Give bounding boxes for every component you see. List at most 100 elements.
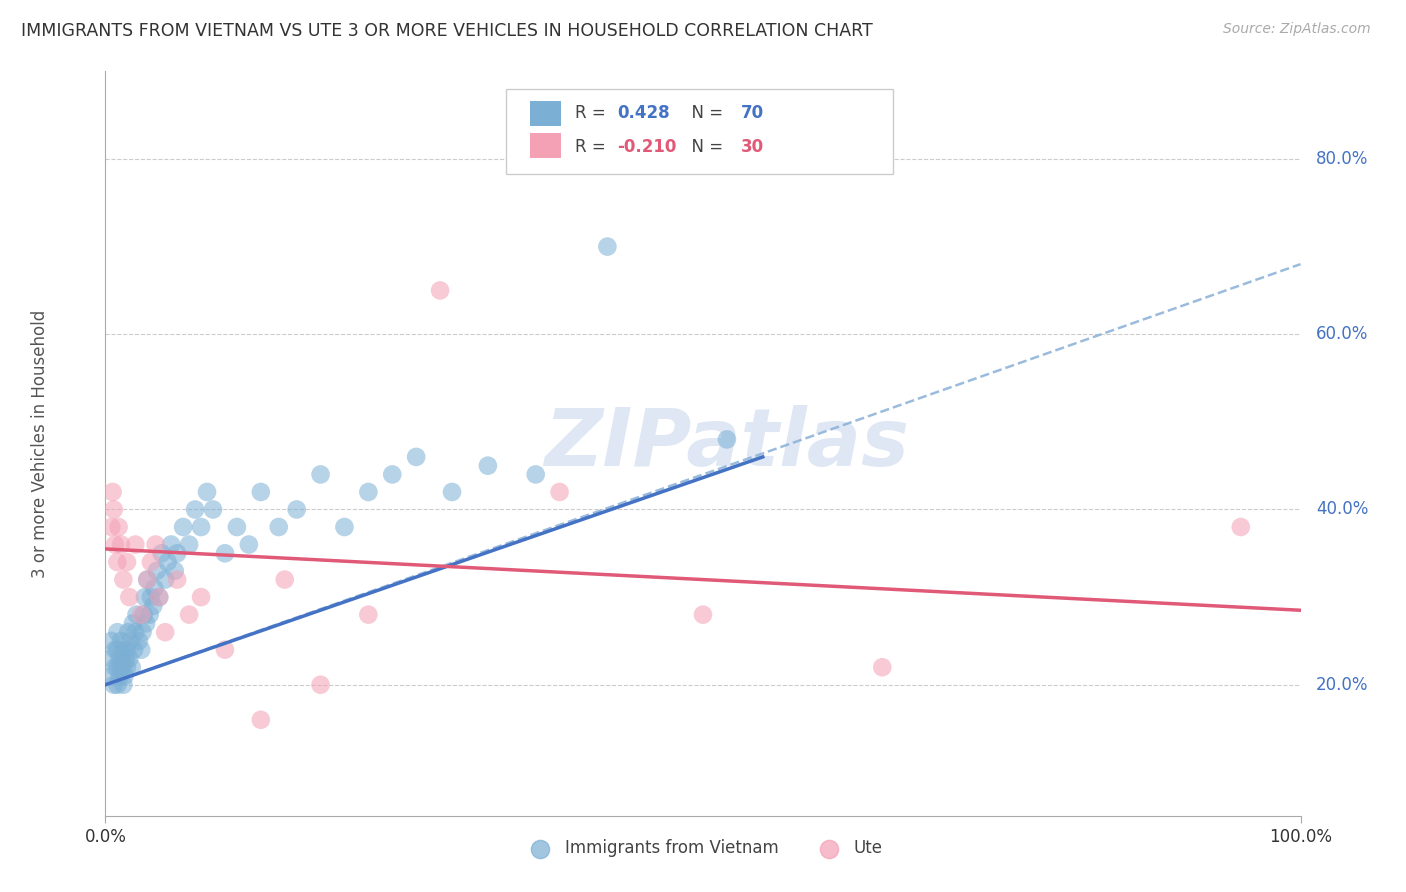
Point — [128, 634, 150, 648]
Point — [166, 546, 188, 560]
Point — [190, 520, 212, 534]
Point — [440, 485, 463, 500]
Point — [143, 582, 166, 596]
Point — [114, 669, 136, 683]
Point — [112, 660, 135, 674]
Point — [122, 642, 145, 657]
Point — [135, 616, 157, 631]
Legend: Immigrants from Vietnam, Ute: Immigrants from Vietnam, Ute — [516, 832, 890, 863]
Point — [405, 450, 427, 464]
Point — [138, 607, 160, 622]
Text: R =: R = — [575, 104, 612, 122]
Point — [225, 520, 249, 534]
Text: -0.210: -0.210 — [617, 138, 676, 156]
Point — [214, 642, 236, 657]
Point — [309, 467, 332, 482]
Text: N =: N = — [681, 104, 728, 122]
Point — [103, 678, 125, 692]
Point — [112, 678, 135, 692]
Point — [153, 625, 177, 640]
Point — [163, 564, 186, 578]
Point — [121, 660, 143, 674]
Point — [115, 555, 138, 569]
Point — [100, 634, 122, 648]
Text: Source: ZipAtlas.com: Source: ZipAtlas.com — [1223, 22, 1371, 37]
Point — [108, 669, 131, 683]
Point — [429, 284, 451, 298]
Point — [129, 607, 153, 622]
Text: IMMIGRANTS FROM VIETNAM VS UTE 3 OR MORE VEHICLES IN HOUSEHOLD CORRELATION CHART: IMMIGRANTS FROM VIETNAM VS UTE 3 OR MORE… — [21, 22, 873, 40]
Point — [129, 642, 153, 657]
Point — [115, 642, 138, 657]
Point — [1229, 520, 1251, 534]
Point — [153, 573, 177, 587]
Point — [524, 467, 547, 482]
Point — [872, 660, 894, 674]
Point — [145, 537, 167, 551]
Point — [177, 537, 201, 551]
Text: N =: N = — [681, 138, 728, 156]
Point — [190, 590, 212, 604]
Point — [108, 651, 131, 665]
Point — [139, 555, 162, 569]
Point — [100, 520, 122, 534]
Point — [104, 660, 127, 674]
Point — [381, 467, 404, 482]
Point — [118, 590, 141, 604]
Point — [166, 573, 188, 587]
Text: R =: R = — [575, 138, 612, 156]
Point — [357, 485, 380, 500]
Point — [136, 573, 159, 587]
Point — [267, 520, 290, 534]
Point — [195, 485, 218, 500]
Point — [107, 660, 129, 674]
Point — [120, 634, 142, 648]
Point — [160, 537, 183, 551]
Point — [184, 502, 207, 516]
Point — [131, 625, 153, 640]
Point — [107, 625, 129, 640]
Point — [148, 590, 170, 604]
Point — [285, 502, 308, 516]
Point — [477, 458, 499, 473]
Point — [100, 669, 122, 683]
Point — [115, 660, 138, 674]
Point — [150, 546, 173, 560]
Point — [172, 520, 194, 534]
Text: 60.0%: 60.0% — [1316, 326, 1368, 343]
Text: 70: 70 — [741, 104, 763, 122]
Point — [357, 607, 380, 622]
Point — [177, 607, 201, 622]
Point — [136, 573, 159, 587]
Point — [110, 537, 132, 551]
Point — [107, 555, 129, 569]
Point — [132, 607, 155, 622]
Point — [103, 502, 125, 516]
Point — [134, 590, 156, 604]
Point — [596, 239, 619, 253]
Point — [107, 678, 129, 692]
Point — [333, 520, 356, 534]
Point — [548, 485, 571, 500]
Point — [309, 678, 332, 692]
Point — [273, 573, 295, 587]
Point — [214, 546, 236, 560]
Point — [146, 564, 169, 578]
Point — [238, 537, 260, 551]
Point — [148, 590, 170, 604]
Point — [104, 537, 127, 551]
Point — [110, 634, 132, 648]
Point — [107, 642, 129, 657]
Point — [125, 607, 148, 622]
Point — [124, 537, 146, 551]
Point — [114, 651, 136, 665]
Point — [250, 713, 273, 727]
Point — [250, 485, 273, 500]
Point — [100, 651, 122, 665]
Text: 40.0%: 40.0% — [1316, 500, 1368, 518]
Point — [692, 607, 714, 622]
Point — [202, 502, 225, 516]
Text: 3 or more Vehicles in Household: 3 or more Vehicles in Household — [31, 310, 49, 578]
Point — [112, 642, 135, 657]
Point — [122, 616, 145, 631]
